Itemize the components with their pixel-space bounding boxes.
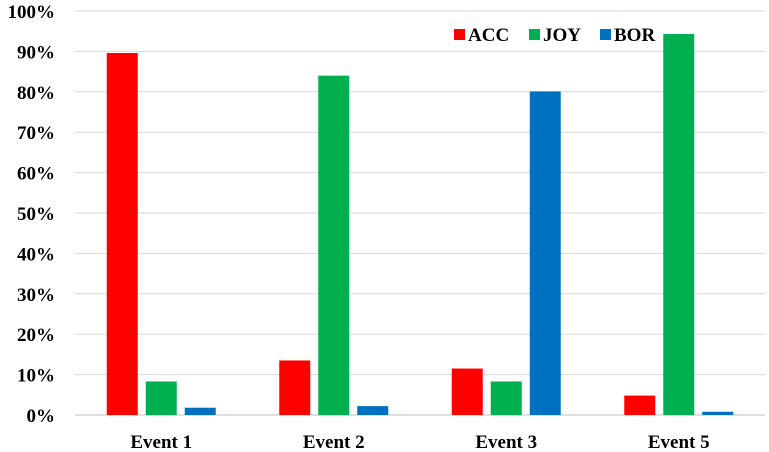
legend-swatch-bor bbox=[600, 29, 611, 40]
bar-acc bbox=[279, 360, 311, 415]
x-category-label: Event 2 bbox=[303, 432, 365, 452]
y-tick-label: 90% bbox=[17, 42, 55, 63]
bar-acc bbox=[624, 395, 656, 415]
x-category-label: Event 5 bbox=[648, 432, 710, 452]
y-tick-label: 30% bbox=[17, 285, 55, 306]
bar-joy bbox=[318, 75, 350, 415]
y-tick-label: 20% bbox=[17, 325, 55, 346]
x-axis-labels: Event 1 Event 2 Event 3 Event 5 bbox=[130, 432, 709, 452]
y-axis-ticks: 0% 10% 20% 30% 40% 50% 60% 70% 80% 90% 100% bbox=[8, 2, 56, 427]
y-tick-label: 40% bbox=[17, 244, 55, 265]
y-tick-label: 50% bbox=[17, 204, 55, 225]
legend-swatch-acc bbox=[454, 29, 465, 40]
y-tick-label: 70% bbox=[17, 123, 55, 144]
legend: ACC JOY BOR bbox=[454, 25, 655, 46]
bar-bor bbox=[184, 407, 216, 415]
bar-bor bbox=[702, 411, 734, 415]
y-tick-label: 10% bbox=[17, 366, 55, 387]
grid-layer bbox=[75, 10, 765, 416]
bar-acc bbox=[451, 368, 483, 415]
bar-bor bbox=[529, 91, 561, 415]
x-category-label: Event 3 bbox=[475, 432, 537, 452]
legend-swatch-joy bbox=[529, 29, 540, 40]
y-tick-label: 80% bbox=[17, 83, 55, 104]
bars bbox=[106, 34, 734, 416]
bar-acc bbox=[106, 53, 138, 416]
y-tick-label: 60% bbox=[17, 164, 55, 185]
legend-label-bor: BOR bbox=[614, 25, 655, 46]
legend-label-acc: ACC bbox=[468, 25, 509, 46]
bar-joy bbox=[663, 34, 695, 415]
x-category-label: Event 1 bbox=[130, 432, 192, 452]
y-tick-label: 100% bbox=[8, 2, 56, 23]
legend-label-joy: JOY bbox=[543, 25, 581, 46]
bar-joy bbox=[145, 381, 177, 415]
y-tick-label: 0% bbox=[27, 406, 56, 427]
bar-bor bbox=[357, 406, 389, 415]
bar-joy bbox=[490, 381, 522, 415]
